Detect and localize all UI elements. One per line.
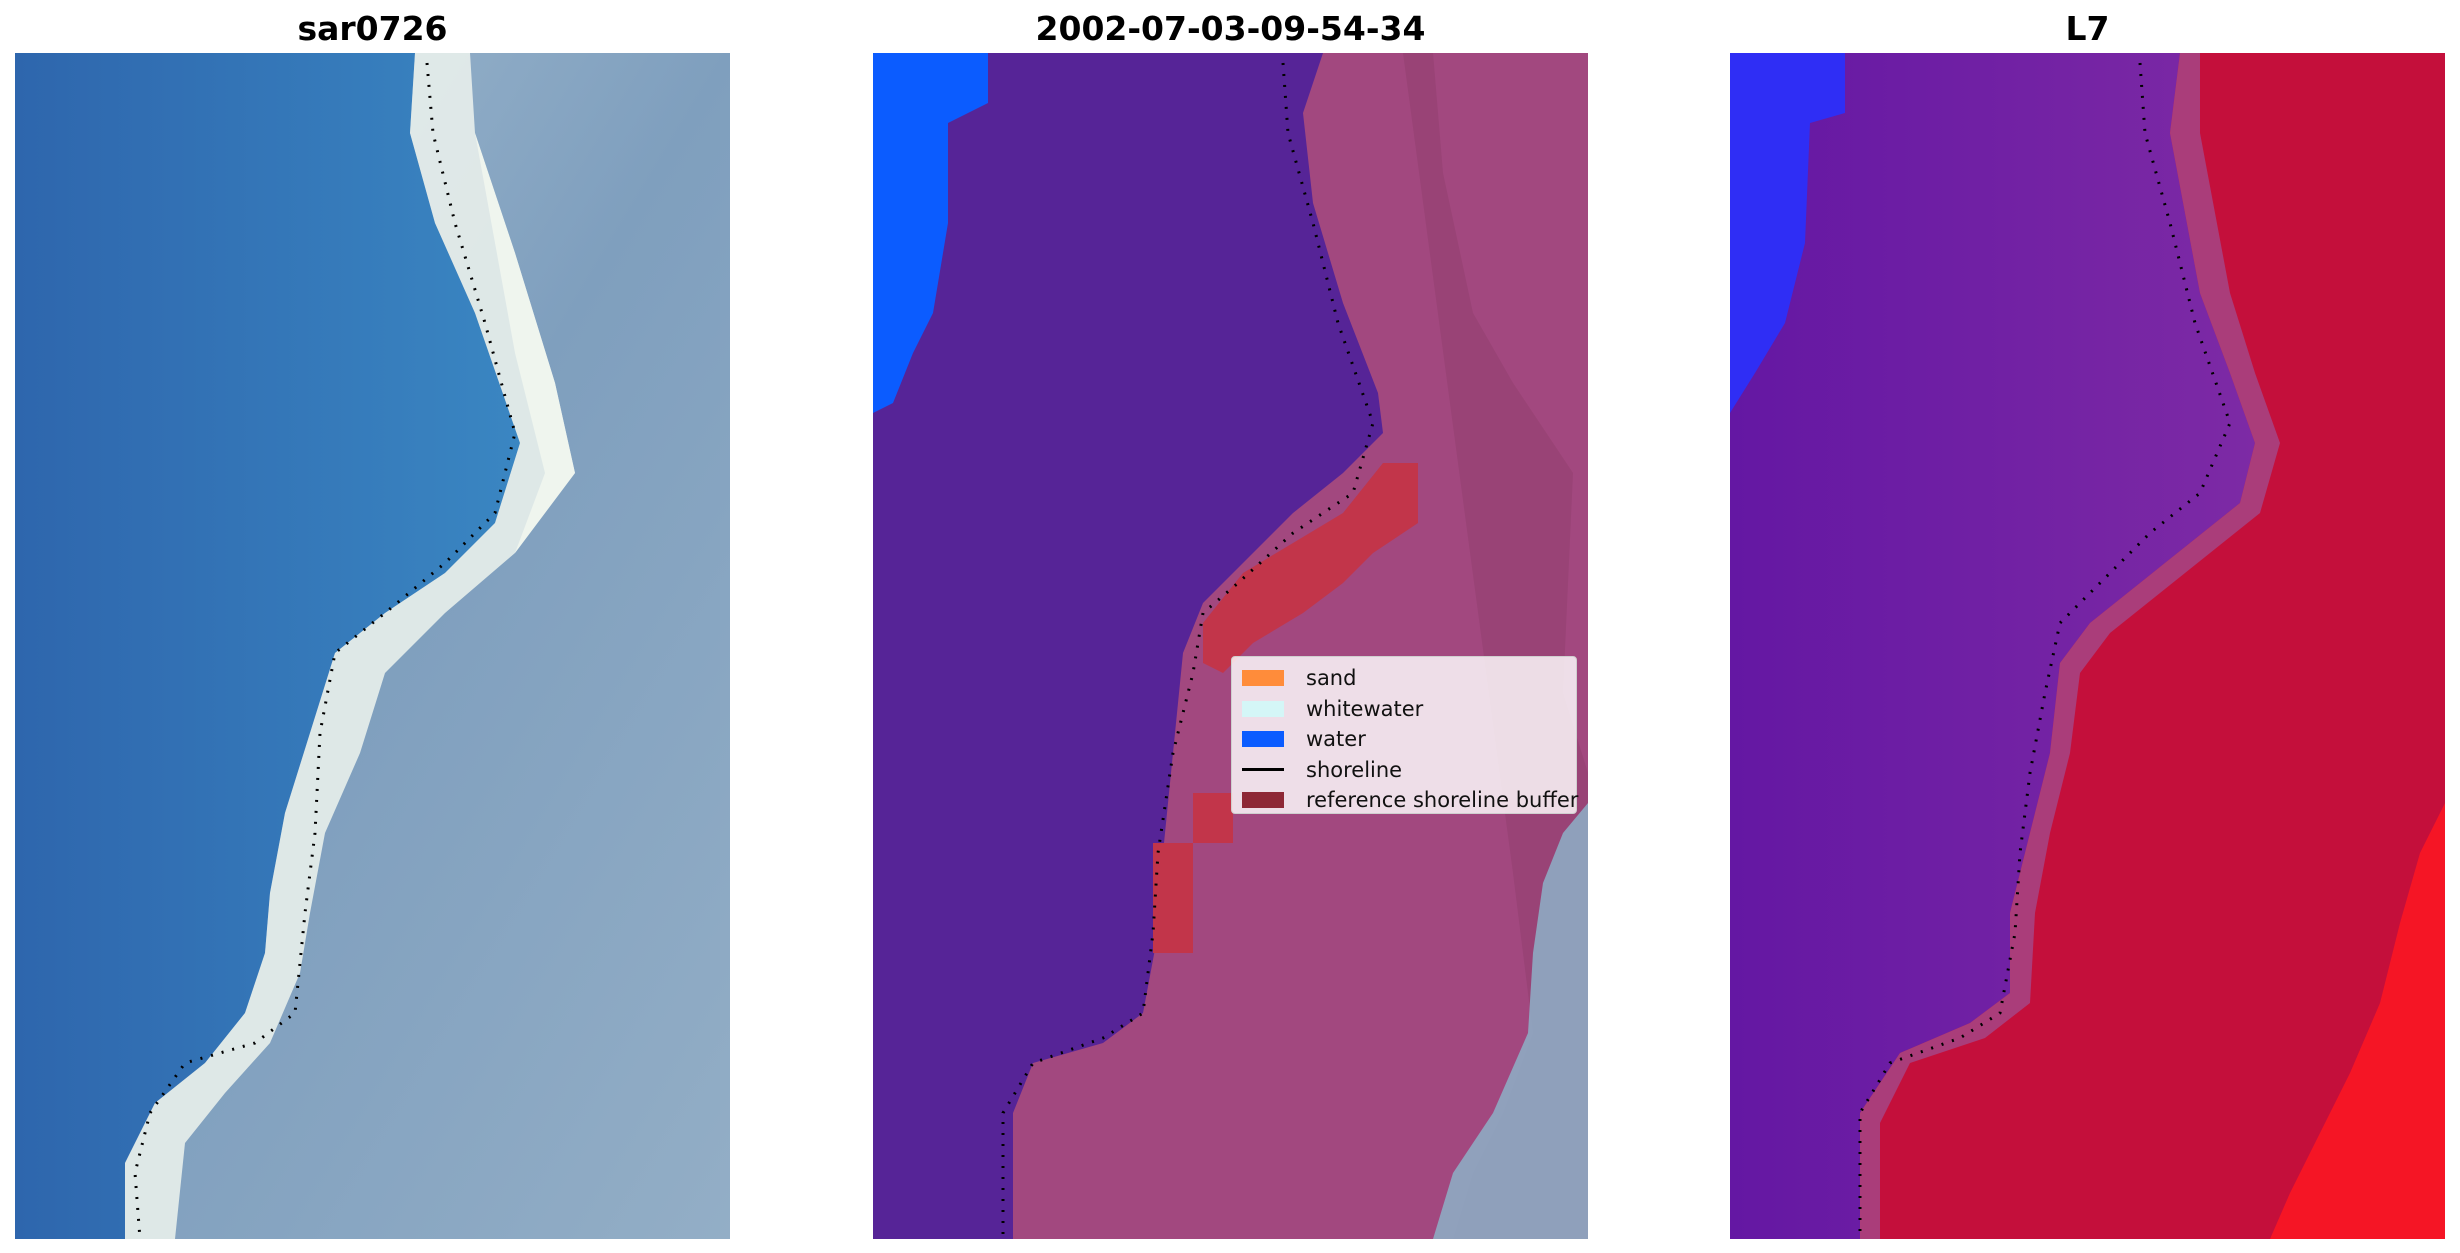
satellite-rgb-image-icon <box>15 53 730 1239</box>
legend-item-shoreline: shoreline <box>1242 755 1566 786</box>
whitewater-area <box>125 53 575 1239</box>
index-image-panel <box>1730 53 2445 1239</box>
panel-title-index: L7 <box>2065 9 2110 48</box>
whitewater-swatch-icon <box>1242 700 1284 717</box>
panel-title-classified: 2002-07-03-09-54-34 <box>1035 9 1426 48</box>
water-highlight-area <box>1730 53 1845 413</box>
legend-item-whitewater: whitewater <box>1242 694 1566 725</box>
panel-title-rgb: sar0726 <box>297 9 448 48</box>
legend-item-reference-buffer: reference shoreline buffer <box>1242 785 1578 816</box>
sand-swatch-icon <box>1242 670 1284 687</box>
water-area <box>15 53 520 1239</box>
legend: sand whitewater water shoreline referenc… <box>1231 656 1578 816</box>
legend-item-water: water <box>1242 724 1566 755</box>
unclassified-area <box>1433 803 1588 1239</box>
water-class-area <box>873 53 1383 1239</box>
peak-index-area <box>2270 803 2445 1239</box>
low-index-area <box>1730 53 2255 1239</box>
classified-image-icon <box>873 53 1588 1239</box>
shoreline-buffer-area <box>1203 463 1418 673</box>
water-swatch-icon <box>1242 731 1284 748</box>
legend-item-sand: sand <box>1242 663 1566 694</box>
water-highlight-area <box>873 53 988 413</box>
rgb-image-panel <box>15 53 730 1239</box>
classified-image-panel <box>873 53 1588 1239</box>
reference-buffer-swatch-icon <box>1242 792 1284 809</box>
water-index-image-icon <box>1730 53 2445 1239</box>
shoreline-line-icon <box>1242 768 1284 772</box>
